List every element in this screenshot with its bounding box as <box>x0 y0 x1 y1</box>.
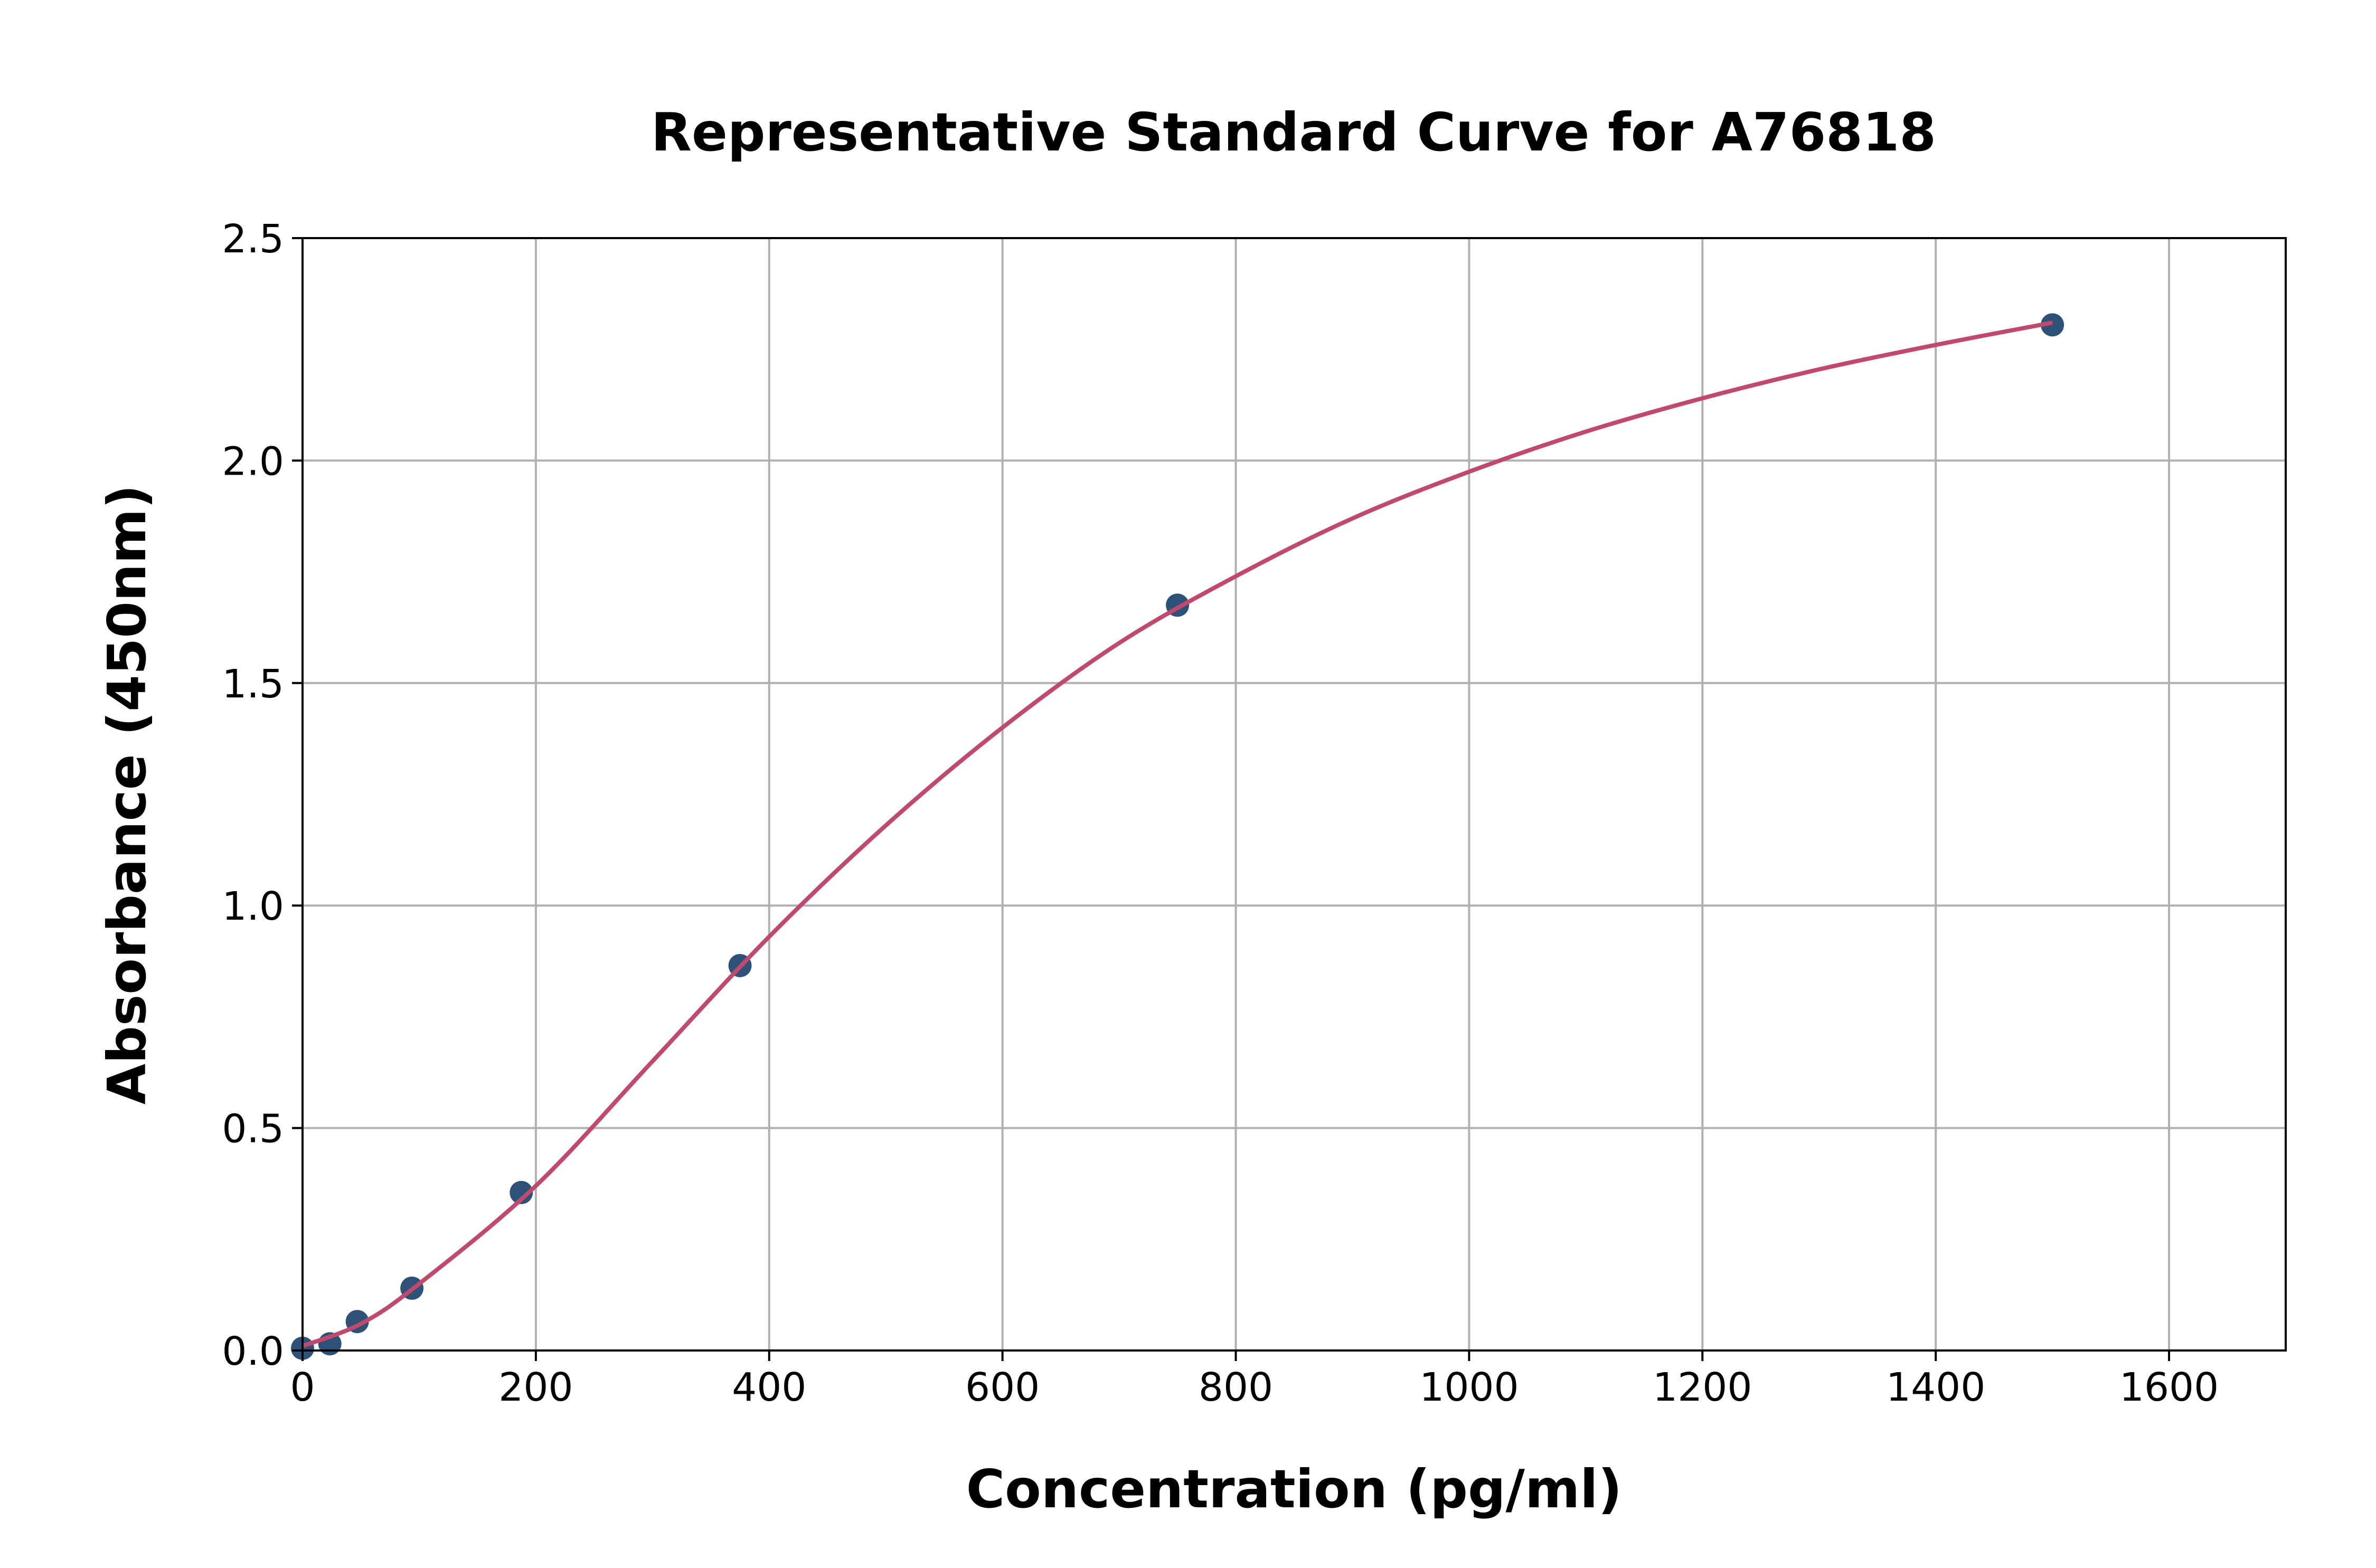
fit-curve-group <box>301 320 2053 1348</box>
y-tick-label: 0.0 <box>222 1329 284 1374</box>
x-tick-label: 1200 <box>1653 1365 1752 1410</box>
x-tick-label: 400 <box>732 1365 806 1410</box>
x-axis-ticks: 0 200 400 600 800 1000 1200 1400 1600 <box>290 1350 2219 1410</box>
data-point <box>510 1180 533 1204</box>
x-tick-label: 1600 <box>2119 1365 2219 1410</box>
x-tick-label: 800 <box>1199 1365 1273 1410</box>
y-tick-label: 1.5 <box>222 662 284 707</box>
chart-title: Representative Standard Curve for A76818 <box>651 101 1936 163</box>
x-tick-label: 200 <box>498 1365 573 1410</box>
y-tick-label: 1.0 <box>222 884 284 929</box>
x-tick-label: 0 <box>290 1365 315 1410</box>
fit-curve <box>301 320 2053 1348</box>
data-point <box>2041 313 2064 337</box>
y-tick-label: 0.5 <box>222 1107 284 1152</box>
plot-frame <box>301 237 2287 1352</box>
y-tick-label: 2.0 <box>222 439 284 484</box>
x-axis-label: Concentration (pg/ml) <box>966 1458 1623 1520</box>
y-axis-ticks: 0.0 0.5 1.0 1.5 2.0 2.5 <box>222 216 303 1374</box>
y-axis-label: Absorbance (450nm) <box>96 485 158 1104</box>
x-tick-label: 1400 <box>1886 1365 1985 1410</box>
y-tick-label: 2.5 <box>222 216 284 262</box>
x-tick-label: 1000 <box>1419 1365 1519 1410</box>
x-tick-label: 600 <box>965 1365 1040 1410</box>
